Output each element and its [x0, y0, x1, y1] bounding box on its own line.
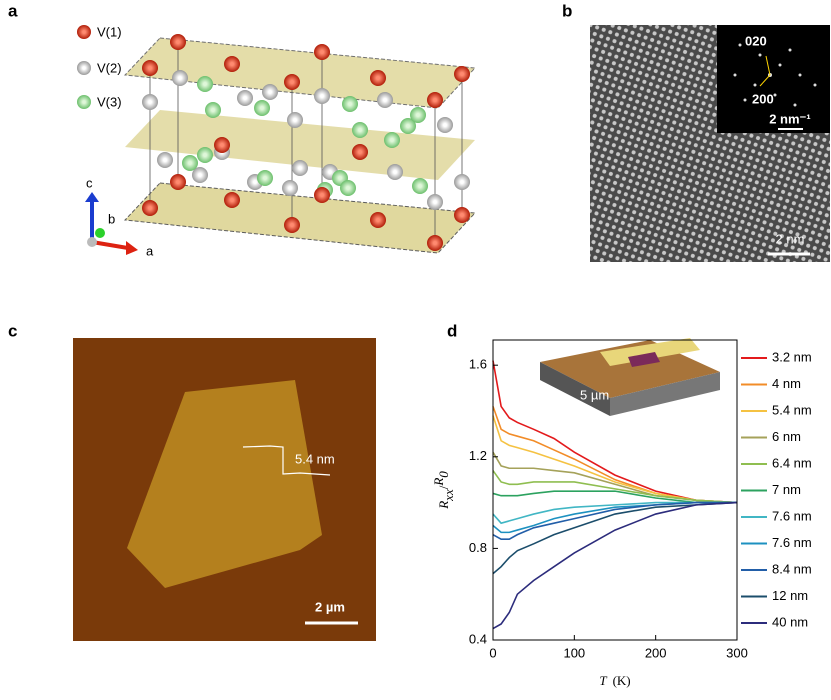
axis-label: b: [108, 211, 115, 226]
panel-label: b: [562, 1, 572, 20]
x-tick-label: 0: [489, 645, 496, 660]
legend-label: V(2): [97, 60, 122, 75]
panel-c: c 5.4 nm 2 µm: [8, 321, 376, 641]
height-profile: [242, 445, 331, 476]
legend-label: 7.6 nm: [772, 508, 812, 523]
panel-a: a V(1): [8, 1, 477, 258]
legend-icon: [77, 61, 91, 75]
inset-scale: 5 µm: [580, 387, 609, 402]
axis-label: a: [146, 243, 154, 258]
y-axis-label-part: 0: [436, 471, 451, 478]
series-line: [492, 501, 737, 534]
diffraction-spots: [733, 43, 817, 107]
series-line: [492, 501, 737, 525]
x-axis-label: T (K): [599, 673, 630, 688]
legend-label: 40 nm: [772, 614, 808, 629]
legend-label: 7 nm: [772, 482, 801, 497]
inset-scale: 2 nm⁻¹: [769, 111, 811, 126]
flake: [628, 352, 660, 367]
panel-d: d 5 µm 3.2 nm 4 nm 5.4 nm 6 nm 6.4 nm 7 nm 7.6…: [431, 321, 812, 688]
series-line: [492, 470, 738, 504]
device-side: [610, 372, 720, 416]
x-axis-label-part: (K): [613, 673, 631, 688]
panel-label: c: [8, 321, 17, 340]
panel-b: b 020 200 2 nm⁻¹ 2 nm: [562, 1, 830, 262]
x-tick-label: 100: [563, 645, 585, 660]
plot-frame: [492, 339, 738, 641]
step-label: 5.4 nm: [295, 451, 335, 466]
y-tick-label: 1.2: [469, 448, 487, 463]
legend-icon: [77, 95, 91, 109]
panel-label: a: [8, 1, 18, 20]
device-top: [540, 340, 720, 398]
series-line: [492, 360, 738, 504]
y-tick-label: 0.4: [469, 631, 487, 646]
y-axis-label-part: xx: [441, 489, 456, 502]
origin: [87, 237, 97, 247]
diffraction-inset: [717, 25, 830, 133]
legend-label: V(1): [97, 24, 122, 39]
y-tick-label: 1.6: [469, 357, 487, 372]
y-axis-label: Rxx/R0: [431, 471, 456, 510]
legend-label: 8.4 nm: [772, 561, 812, 576]
vector: [759, 74, 771, 87]
atoms-v3: [182, 76, 428, 198]
legend-label: 4 nm: [772, 376, 801, 391]
legend-label: 6 nm: [772, 429, 801, 444]
legend-label: 5.4 nm: [772, 402, 812, 417]
scale-label: 2 µm: [315, 599, 345, 614]
axis-arrow: [85, 192, 99, 202]
axis-arrow: [91, 240, 129, 250]
device-side: [540, 362, 610, 416]
y-axis-label-part: R: [431, 478, 446, 487]
legend-label: 7.6 nm: [772, 535, 812, 550]
axis-arrow: [126, 241, 138, 255]
electrodes: [600, 338, 700, 366]
legend-icon: [77, 25, 91, 39]
legend-label: 12 nm: [772, 588, 808, 603]
series-line: [492, 451, 738, 504]
series-line: [492, 490, 737, 504]
legend-label: 3.2 nm: [772, 349, 812, 364]
axis-label: c: [86, 175, 93, 190]
x-tick-label: 200: [645, 645, 667, 660]
inset-label: 200: [752, 91, 774, 106]
axis-arrow: [95, 228, 105, 238]
series-line: [492, 501, 737, 541]
legend-label: 6.4 nm: [772, 455, 812, 470]
y-axis-label-part: /: [436, 485, 451, 489]
x-tick-label: 300: [726, 645, 748, 660]
y-tick-label: 0.8: [469, 540, 487, 555]
atoms-v1: [142, 34, 470, 251]
x-axis-label-part: T: [599, 673, 607, 688]
legend-label: V(3): [97, 94, 122, 109]
vector: [765, 55, 771, 76]
scale-label: 2 nm: [776, 231, 805, 246]
series-line: [492, 501, 738, 630]
panel-label: d: [447, 321, 457, 340]
plane: [123, 182, 477, 254]
plane: [123, 37, 477, 109]
plane: [125, 110, 475, 180]
series-line: [492, 415, 738, 504]
series-line: [492, 501, 738, 575]
y-axis-label-part: R: [436, 501, 451, 510]
cell-edges: [149, 42, 463, 245]
flake: [127, 380, 322, 588]
inset-label: 020: [745, 33, 767, 48]
